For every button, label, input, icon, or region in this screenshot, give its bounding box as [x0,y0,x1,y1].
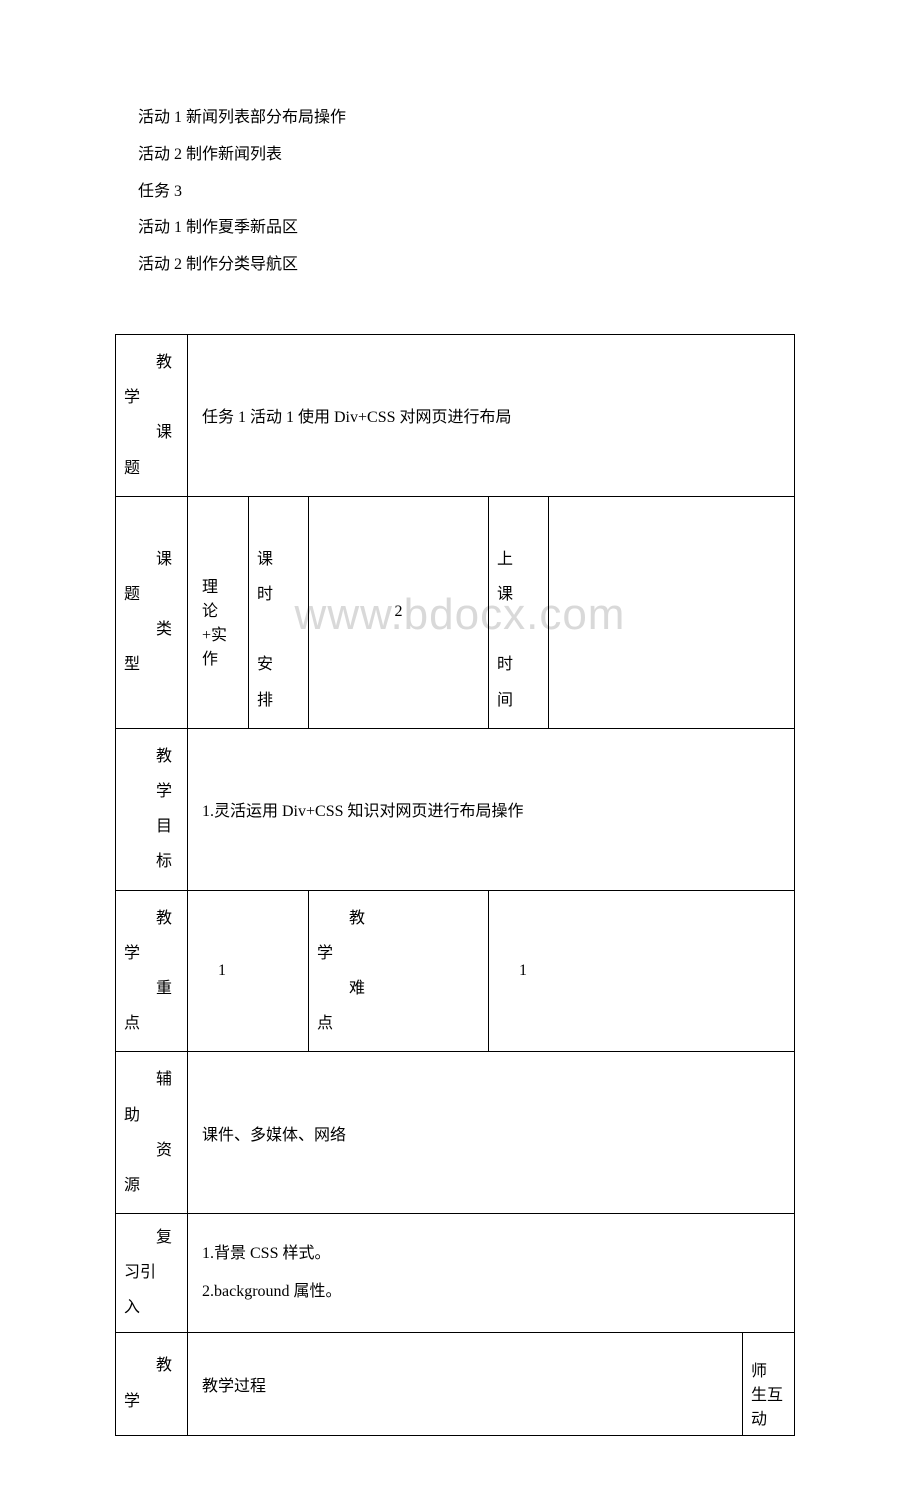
table-row: 课题类型 理论+实作 课时安排 2 上课时间 [116,496,795,728]
review-line1: 1.背景 CSS 样式。 [202,1245,330,1262]
key-points-value: 1 [188,890,309,1052]
label-difficulties: 教学难点 [309,890,489,1052]
resources-content: 课件、多媒体、网络 [188,1052,795,1214]
topic-type-value: 理论+实作 [188,496,249,728]
label-objectives: 教学目标 [116,728,188,890]
table-row: 教学目标 1.灵活运用 Div+CSS 知识对网页进行布局操作 [116,728,795,890]
label-topic-type: 课题类型 [116,496,188,728]
table-row: 教学重点 1 教学难点 1 [116,890,795,1052]
list-item: 活动 2 制作新闻列表 [138,137,810,174]
label-hours: 课时安排 [249,496,309,728]
label-topic: 教学课题 [116,334,188,496]
interaction-label: 师生互动 [743,1332,795,1435]
list-item: 活动 1 新闻列表部分布局操作 [138,100,810,137]
list-item: 活动 1 制作夏季新品区 [138,210,810,247]
difficulties-value: 1 [489,890,795,1052]
lesson-plan-table: 教学课题 任务 1 活动 1 使用 Div+CSS 对网页进行布局 课题类型 理… [115,334,795,1436]
label-process: 教学 [116,1332,188,1435]
table-row: 辅助资源 课件、多媒体、网络 [116,1052,795,1214]
list-item: 活动 2 制作分类导航区 [138,247,810,284]
label-resources: 辅助资源 [116,1052,188,1214]
label-review: 复习引入 [116,1214,188,1333]
table-row: 复习引入 1.背景 CSS 样式。 2.background 属性。 [116,1214,795,1333]
process-content: 教学过程 [188,1332,743,1435]
label-key-points: 教学重点 [116,890,188,1052]
table-row: 教学 教学过程 师生互动 [116,1332,795,1435]
review-line2: 2.background 属性。 [202,1283,342,1300]
list-item: 任务 3 [138,174,810,211]
activity-list: 活动 1 新闻列表部分布局操作 活动 2 制作新闻列表 任务 3 活动 1 制作… [138,100,810,284]
table-row: 教学课题 任务 1 活动 1 使用 Div+CSS 对网页进行布局 [116,334,795,496]
objectives-content: 1.灵活运用 Div+CSS 知识对网页进行布局操作 [188,728,795,890]
label-class-time: 上课时间 [489,496,549,728]
class-time-value [549,496,795,728]
topic-content: 任务 1 活动 1 使用 Div+CSS 对网页进行布局 [188,334,795,496]
review-content: 1.背景 CSS 样式。 2.background 属性。 [188,1214,795,1333]
hours-value: 2 [309,496,489,728]
